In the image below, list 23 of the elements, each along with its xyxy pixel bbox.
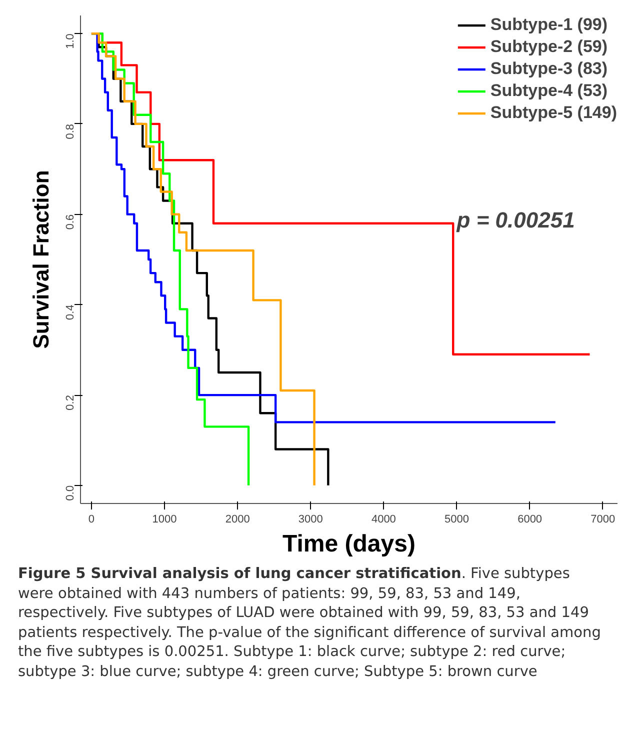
x-tick-label: 0 bbox=[88, 514, 95, 526]
legend-label: Subtype-2 (59) bbox=[490, 37, 608, 57]
legend-label: Subtype-1 (99) bbox=[490, 15, 608, 35]
legend-label: Subtype-3 (83) bbox=[490, 59, 608, 79]
y-tick-label: 0.4 bbox=[64, 304, 76, 320]
x-tick-label: 7000 bbox=[590, 514, 616, 526]
x-tick-label: 2000 bbox=[225, 514, 250, 526]
legend-label: Subtype-5 (149) bbox=[490, 103, 617, 123]
y-tick-label: 0.6 bbox=[64, 214, 76, 230]
y-tick-label: 0.8 bbox=[64, 124, 76, 140]
y-tick-label: 0.0 bbox=[64, 485, 76, 501]
y-tick-label: 1.0 bbox=[64, 34, 76, 49]
x-axis-title: Time (days) bbox=[282, 530, 416, 558]
caption: Figure 5 Survival analysis of lung cancer stratification bbox=[18, 566, 462, 582]
legend-label: Subtype-4 (53) bbox=[490, 81, 608, 101]
x-tick-label: 5000 bbox=[444, 514, 470, 526]
x-tick-label: 4000 bbox=[371, 514, 396, 526]
y-axis-title: Survival Fraction bbox=[28, 170, 54, 349]
x-tick-label: 3000 bbox=[298, 514, 323, 526]
x-tick-label: 6000 bbox=[518, 514, 542, 526]
x-tick-label: 1000 bbox=[152, 514, 177, 526]
annotation: p = 0.00251 bbox=[456, 207, 575, 232]
y-tick-label: 0.2 bbox=[64, 395, 76, 410]
